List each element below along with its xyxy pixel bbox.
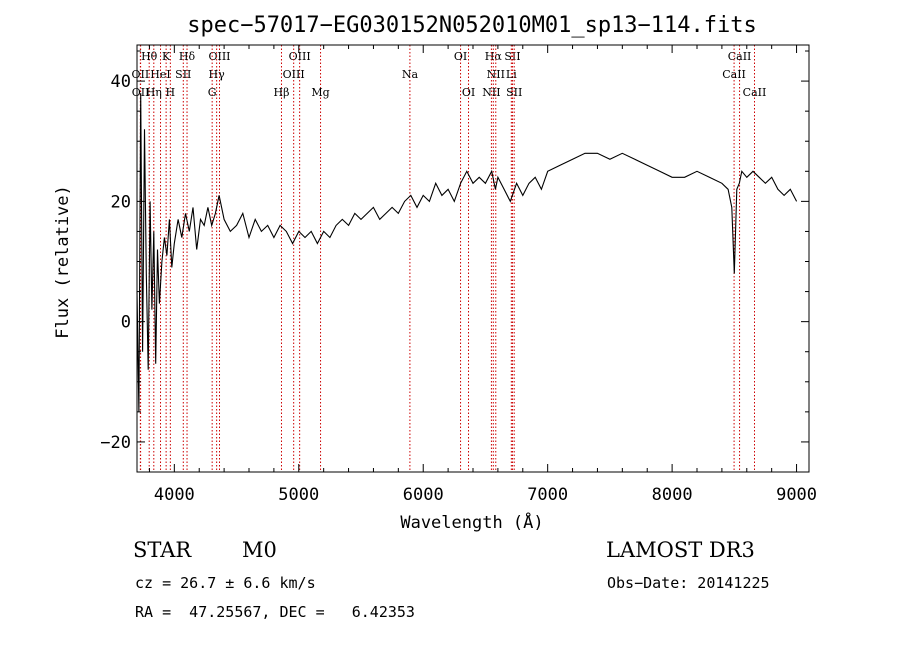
marker-label: H [166, 86, 176, 99]
marker-label: G [208, 86, 217, 99]
marker-label: Hθ [141, 50, 158, 63]
spectrum-series [136, 93, 798, 412]
x-tick-label: 5000 [278, 485, 319, 505]
marker-label: Hη [146, 86, 162, 99]
x-tick-label: 7000 [527, 485, 568, 505]
marker-label: OII [132, 86, 150, 99]
x-tick-label: 8000 [652, 485, 693, 505]
y-tick-label: −20 [100, 433, 131, 453]
marker-label: OIII [283, 68, 305, 81]
marker-label: SII [506, 86, 522, 99]
marker-label: NII [487, 68, 505, 81]
marker-label: CaII [743, 86, 767, 99]
object-class: STAR [133, 538, 192, 562]
marker-label: OI [454, 50, 467, 63]
marker-label: NII [482, 86, 500, 99]
x-tick-label: 4000 [154, 485, 195, 505]
marker-label: Hβ [274, 86, 290, 99]
marker-label: Hδ [179, 50, 196, 63]
marker-label: Na [402, 68, 419, 81]
marker-label: OIII [208, 50, 230, 63]
survey-name: LAMOST DR3 [606, 538, 755, 562]
marker-label: HeI [150, 68, 170, 81]
chart-title: spec−57017−EG030152N052010M01_sp13−114.f… [187, 13, 757, 38]
object-subclass: M0 [242, 538, 277, 562]
coordinates: RA = 47.25567, DEC = 6.42353 [135, 603, 415, 621]
x-tick-label: 9000 [776, 485, 817, 505]
observation-date: Obs−Date: 20141225 [607, 574, 770, 592]
plot-frame [136, 44, 810, 473]
x-tick-label: 6000 [403, 485, 444, 505]
marker-label: SII [175, 68, 191, 81]
y-tick-label: 20 [111, 192, 131, 212]
marker-label: Mg [311, 86, 329, 99]
spectrum-line [136, 93, 798, 412]
marker-label: K [162, 50, 171, 63]
marker-label: Hγ [209, 68, 226, 81]
marker-label: CaII [722, 68, 746, 81]
redshift-cz: cz = 26.7 ± 6.6 km/s [135, 574, 316, 592]
marker-label: OI [462, 86, 475, 99]
x-axis-label: Wavelength (Å) [400, 511, 543, 533]
marker-label: Li [506, 68, 517, 81]
marker-label: SII [504, 50, 520, 63]
y-tick-label: 40 [111, 72, 131, 92]
y-axis-label: Flux (relative) [53, 185, 73, 339]
axis-ticks: 4000 5000 6000 7000 8000 9000 −20 0 20 40 [100, 45, 817, 505]
y-tick-label: 0 [121, 313, 131, 333]
marker-label: OIII [289, 50, 311, 63]
marker-label: CaII [728, 50, 752, 63]
marker-label: Hα [485, 50, 503, 63]
